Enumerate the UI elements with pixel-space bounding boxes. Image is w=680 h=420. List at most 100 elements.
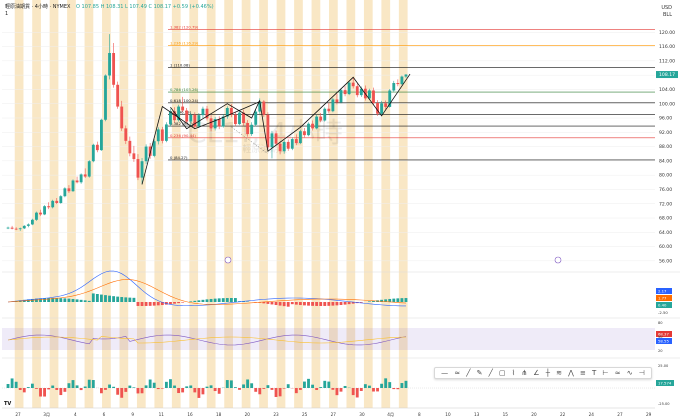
candle-body [368,90,371,99]
price-tick-label: 72.00 [659,201,672,207]
price-tick-label: 100.00 [659,101,675,107]
oscillator-bar [372,388,375,392]
fib-level-label: 0.5 (96.99) [170,109,192,114]
session-band [346,0,356,408]
oscillator-value-label: 17.574 [658,381,672,386]
macd-histogram-bar [225,298,229,302]
oscillator-bar [331,388,335,390]
macd-histogram-bar [148,302,152,306]
path-icon[interactable]: ⌇ [511,369,516,377]
macd-histogram-bar [286,302,290,307]
oscillator-bar [156,388,160,390]
candle-body [400,76,404,85]
pattern-icon[interactable]: ⋀ [568,369,574,377]
candle-body [351,82,355,87]
ray-icon[interactable]: ╱ [488,369,493,377]
range-icon[interactable]: ⊣ [638,369,645,377]
candle-body [189,114,193,122]
candle-body [307,123,310,136]
candle-body [124,128,128,141]
oscillator-bar [242,384,245,388]
oscillator-bar [254,388,258,392]
candle-body [63,188,67,197]
oscillator-bar [213,388,217,392]
fib-level-label: 0.618 (100.24) [170,98,199,103]
oscillator-bar [124,388,128,392]
candle-body [22,225,26,229]
macd-histogram-bar [303,302,306,306]
price-tick-label: 116.00 [659,44,675,50]
oscillator-bar [164,381,168,388]
wave-icon[interactable]: ∿ [626,369,633,377]
angle-icon[interactable]: ∠ [533,369,540,377]
rectangle-icon[interactable]: ▢ [498,369,506,377]
price-tick-label: 80.00 [659,173,672,179]
macd-histogram-bar [193,300,197,302]
macd-value-label: 0.40 [658,303,667,308]
pencil-icon[interactable]: ≈ [454,369,461,377]
macd-histogram-bar [331,302,335,306]
macd-histogram-bar [116,296,120,302]
candle-body [100,119,103,151]
macd-histogram-bar [359,302,363,303]
minus-icon[interactable]: — [441,369,449,377]
macd-histogram-bar [189,301,193,302]
macd-signal-line [8,279,406,305]
macd-histogram-bar [79,299,83,302]
oscillator-bar [136,388,140,394]
macd-histogram-bar [384,299,388,302]
zigzag-icon[interactable]: ≋ [556,369,562,377]
crosshair-icon[interactable]: ┼ [545,369,550,377]
measure-icon[interactable]: ⊢ [602,369,609,377]
text-icon[interactable]: T [592,369,597,377]
candle-body [225,108,229,117]
candle-body [144,146,148,162]
brush-icon[interactable]: ✎ [476,369,483,377]
candle-body [217,119,221,127]
pattern-drawing [170,99,261,130]
macd-histogram-bar [270,302,274,305]
macd-histogram-bar [104,295,107,302]
oscillator-bar [112,386,116,388]
trend-line-icon[interactable]: ╱ [466,369,471,377]
sub-label: 1 [5,11,9,17]
forecast-icon[interactable]: ≈ [614,369,621,377]
tradingview-logo: TV [4,401,11,407]
macd-histogram-bar [43,298,46,302]
oscillator-bar [278,388,282,397]
session-band [119,0,129,408]
time-tick-label: 10 [445,412,451,417]
macd-histogram-bar [144,302,148,306]
currency-label[interactable]: USD [661,5,672,11]
price-tick-label: 84.00 [659,158,672,164]
macd-histogram-bar [343,302,347,305]
session-band [32,0,41,408]
macd-histogram-bar [335,302,339,306]
oscillator-bar [234,387,237,388]
candle-body [327,108,331,112]
rsi-level-label: 20 [658,349,663,353]
price-tick-label: 68.00 [659,216,672,222]
candle-body [6,227,10,229]
macd-histogram-bar [120,297,124,302]
candle-body [335,99,339,103]
macd-histogram-bar [201,299,205,302]
macd-histogram-bar [266,302,270,304]
pitchfork-icon[interactable]: ⋔ [521,369,528,377]
macd-histogram-bar [282,302,286,307]
oscillator-bar [26,387,30,388]
time-tick-label: 9 [131,412,134,417]
symbol-title[interactable]: 輕原油期貨 · 4小時 · NYMEX O 107.85 H 108.31 L … [5,3,214,10]
currency-unit-label[interactable]: BLL [662,12,672,18]
session-band [136,0,146,408]
candle-body [290,139,294,149]
macd-histogram-bar [400,298,404,302]
oscillator-bar [169,379,172,388]
macd-range-label: -2.50 [658,310,668,315]
rsi-value-label: 58.55 [658,339,669,344]
price-tick-label: 76.00 [659,187,672,193]
fib-icon[interactable]: ≡ [579,369,586,377]
oscillator-bar [209,385,213,388]
candle-body [347,82,351,95]
